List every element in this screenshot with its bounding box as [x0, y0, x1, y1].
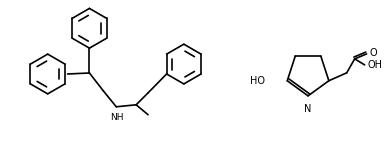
Text: OH: OH — [368, 60, 383, 70]
Text: O: O — [370, 48, 377, 58]
Text: NH: NH — [110, 113, 124, 122]
Text: N: N — [305, 104, 312, 114]
Text: HO: HO — [250, 76, 265, 86]
